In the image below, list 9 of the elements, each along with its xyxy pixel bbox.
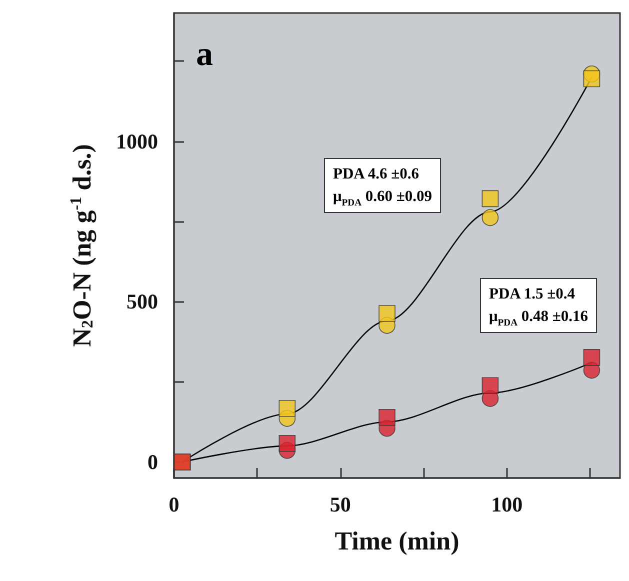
x-tick-label: 100 [491, 492, 523, 516]
y-tick-label: 0 [148, 450, 158, 474]
annotation: a [196, 36, 213, 74]
y-tick-label: 1000 [116, 129, 158, 154]
y-axis-title: N2O-N (ng g-1 d.s.) [68, 144, 97, 347]
x-tick-label: 0 [168, 492, 180, 516]
x-axis-title: Time (min) [334, 526, 460, 556]
y-tick-label: 500 [126, 290, 158, 314]
x-tick-label: 50 [330, 492, 351, 516]
